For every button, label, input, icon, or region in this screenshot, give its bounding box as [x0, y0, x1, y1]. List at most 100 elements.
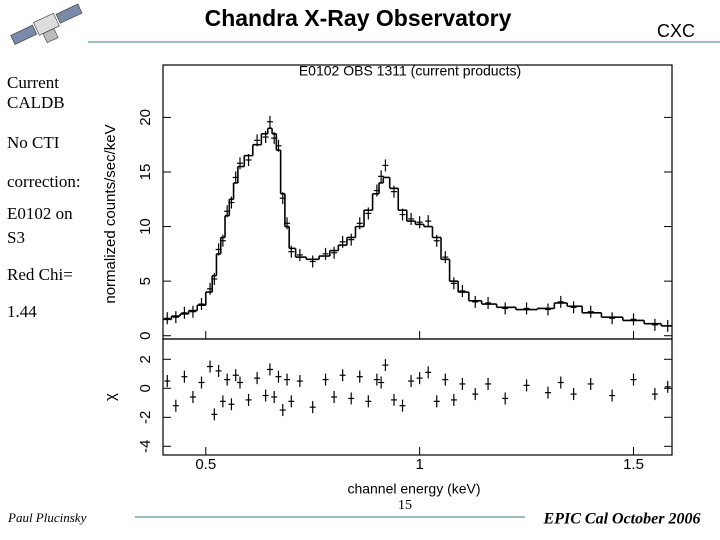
data-point: [373, 373, 380, 386]
x-axis-label: channel energy (keV): [347, 481, 480, 497]
data-point: [309, 255, 316, 268]
data-point: [433, 395, 440, 408]
data-point: [425, 366, 432, 379]
data-point: [433, 234, 440, 247]
data-point: [442, 373, 449, 386]
data-point: [189, 391, 196, 403]
data-point: [189, 305, 196, 318]
data-point: [228, 196, 235, 209]
x-tick-label: 1: [415, 456, 423, 473]
data-point: [609, 312, 616, 325]
data-point: [382, 359, 389, 372]
sidebar-text: correction:: [7, 172, 81, 191]
data-point: [459, 377, 466, 390]
y-tick-label: 2: [137, 355, 154, 363]
slide-title: Chandra X-Ray Observatory: [205, 5, 512, 31]
data-point: [296, 375, 303, 388]
data-point: [331, 246, 338, 259]
data-point: [664, 319, 671, 332]
data-point: [275, 139, 282, 152]
data-point: [331, 391, 338, 403]
data-point: [485, 296, 492, 309]
y-tick-label: 0: [137, 332, 154, 340]
data-point: [390, 393, 397, 406]
data-point: [502, 392, 509, 405]
data-point: [228, 398, 235, 411]
data-point: [609, 389, 616, 402]
data-point: [279, 192, 286, 205]
data-point: [390, 185, 397, 198]
data-point: [211, 408, 218, 421]
data-point: [651, 318, 658, 331]
x-tick-label: 0.5: [195, 456, 216, 473]
data-point: [236, 376, 243, 389]
data-point: [408, 375, 415, 388]
y-tick-label: 10: [137, 218, 154, 235]
sidebar-text: CALDB: [7, 93, 65, 112]
sidebar-text: Red Chi=: [7, 265, 73, 284]
data-point: [348, 392, 355, 405]
data-point: [262, 389, 269, 402]
data-point: [378, 376, 385, 389]
data-point: [425, 215, 432, 228]
data-point: [570, 301, 577, 314]
data-point: [164, 312, 171, 325]
data-point: [224, 373, 231, 386]
data-point: [172, 311, 179, 324]
data-point: [279, 404, 286, 417]
data-point: [570, 388, 577, 401]
data-point: [254, 134, 261, 147]
data-point: [365, 207, 372, 220]
data-point: [211, 272, 218, 285]
sidebar-text: S3: [7, 228, 25, 247]
data-point: [215, 364, 222, 377]
data-point: [262, 131, 269, 144]
data-point: [356, 217, 363, 230]
data-point: [245, 393, 252, 406]
data-point: [485, 377, 492, 390]
data-point: [378, 170, 385, 183]
data-point: [296, 248, 303, 261]
data-point: [284, 217, 291, 230]
data-point: [181, 370, 188, 383]
data-point: [472, 388, 479, 401]
data-point: [587, 377, 594, 390]
data-point: [266, 115, 273, 128]
footer-author: Paul Plucinsky: [7, 510, 87, 525]
sidebar-text: 1.44: [7, 302, 37, 321]
data-point: [365, 395, 372, 408]
x-tick-label: 1.5: [623, 456, 644, 473]
corner-label: CXC: [657, 21, 695, 41]
data-point: [288, 395, 295, 408]
data-point: [232, 369, 239, 382]
data-point: [271, 391, 278, 403]
data-point: [232, 171, 239, 184]
data-point: [322, 373, 329, 386]
data-point: [442, 251, 449, 264]
data-point: [172, 399, 179, 412]
data-point: [502, 302, 509, 315]
panel-frame: [162, 338, 673, 456]
data-point: [339, 235, 346, 248]
data-point: [472, 295, 479, 308]
data-point: [219, 234, 226, 247]
sidebar-text: Current: [7, 73, 59, 92]
data-point: [275, 370, 282, 383]
data-point: [198, 376, 205, 389]
data-point: [207, 282, 214, 295]
y-axis-label: χ: [102, 393, 119, 401]
data-point: [587, 305, 594, 318]
sidebar-text: No CTI: [7, 133, 60, 152]
y-tick-label: 0: [137, 384, 154, 392]
data-point: [416, 372, 423, 385]
data-point: [288, 245, 295, 258]
data-point: [215, 243, 222, 256]
data-point: [557, 376, 564, 389]
data-point: [664, 380, 671, 393]
data-point: [382, 159, 389, 172]
data-point: [164, 375, 171, 388]
data-point: [181, 306, 188, 319]
data-point: [198, 298, 205, 311]
